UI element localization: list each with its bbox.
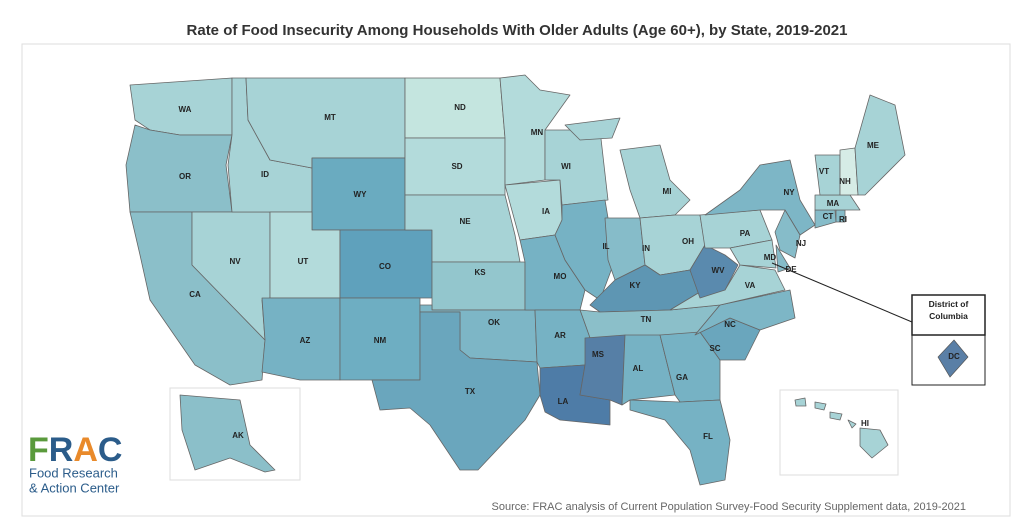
state-label: AR (554, 331, 566, 340)
state-label: SD (451, 162, 462, 171)
state-label: DE (785, 265, 797, 274)
map-title: Rate of Food Insecurity Among Households… (187, 22, 848, 39)
state-label: MI (663, 187, 672, 196)
state (775, 244, 791, 273)
state (371, 311, 541, 471)
state-label: TN (641, 315, 652, 324)
state (729, 239, 777, 269)
logo-line: & Action Center (29, 480, 120, 495)
state-label: MT (324, 113, 336, 122)
dc-callout-title: District of Columbia (928, 299, 969, 321)
state-label: NM (374, 336, 387, 345)
state-label: MS (592, 350, 605, 359)
state (704, 159, 816, 236)
state (564, 117, 691, 219)
state (579, 334, 626, 406)
state-label: HI (861, 419, 869, 428)
state-label: UT (298, 257, 309, 266)
frame (21, 43, 1011, 517)
state-label: SC (709, 344, 720, 353)
state-label: ND (454, 103, 466, 112)
state-label: PA (740, 229, 751, 238)
state-label: NH (839, 177, 851, 186)
state-label: KS (474, 268, 486, 277)
state-label: IA (542, 207, 550, 216)
state-label: MD (764, 253, 777, 262)
state-label: MN (531, 128, 544, 137)
logo-mark: FRAC (28, 431, 122, 469)
state-label: AL (633, 364, 644, 373)
state-label: OH (682, 237, 694, 246)
state-label: NE (459, 217, 471, 226)
state (794, 397, 889, 459)
state-label: AZ (300, 336, 311, 345)
state (774, 209, 801, 259)
state-label: VA (745, 281, 756, 290)
state-label: IN (642, 244, 650, 253)
state-label: ID (261, 170, 269, 179)
dc-callout-header (911, 294, 986, 336)
state-label: NC (724, 320, 736, 329)
state (125, 124, 233, 213)
state-label: WA (179, 105, 192, 114)
state-label: VT (819, 167, 829, 176)
state-label: MA (827, 199, 840, 208)
state (629, 399, 731, 486)
dc-label: DC (948, 352, 960, 361)
state-label: NJ (796, 239, 806, 248)
state-label: CA (189, 290, 201, 299)
state-label: ME (867, 141, 880, 150)
state-label: NY (783, 188, 795, 197)
dc-shape (937, 339, 969, 378)
state-label: WI (561, 162, 571, 171)
state-label: TX (465, 387, 476, 396)
state (621, 334, 676, 406)
state-label: WV (712, 266, 726, 275)
state-label: LA (558, 397, 569, 406)
state (245, 77, 406, 169)
state-label: MO (554, 272, 567, 281)
states: WA OR CA NV ID MT WY UT CO AZ NM ND SD NE KS OK TX MN IA MO… (125, 74, 906, 486)
state-label: IL (602, 242, 609, 251)
state-label: FL (703, 432, 713, 441)
state (179, 394, 276, 473)
state-label: OK (488, 318, 500, 327)
callout-line (771, 262, 913, 323)
state-label: CT (823, 212, 834, 221)
state-label: GA (676, 373, 688, 382)
state-label: AK (232, 431, 244, 440)
source: Source: FRAC analysis of Current Populat… (492, 501, 966, 513)
logo-line: Food Research (29, 465, 118, 480)
state-label: KY (629, 281, 641, 290)
state-label: NV (229, 257, 241, 266)
state-label: CO (379, 262, 391, 271)
state (854, 94, 906, 196)
state-label: OR (179, 172, 191, 181)
state-label: RI (839, 215, 847, 224)
state-label: WY (354, 190, 368, 199)
